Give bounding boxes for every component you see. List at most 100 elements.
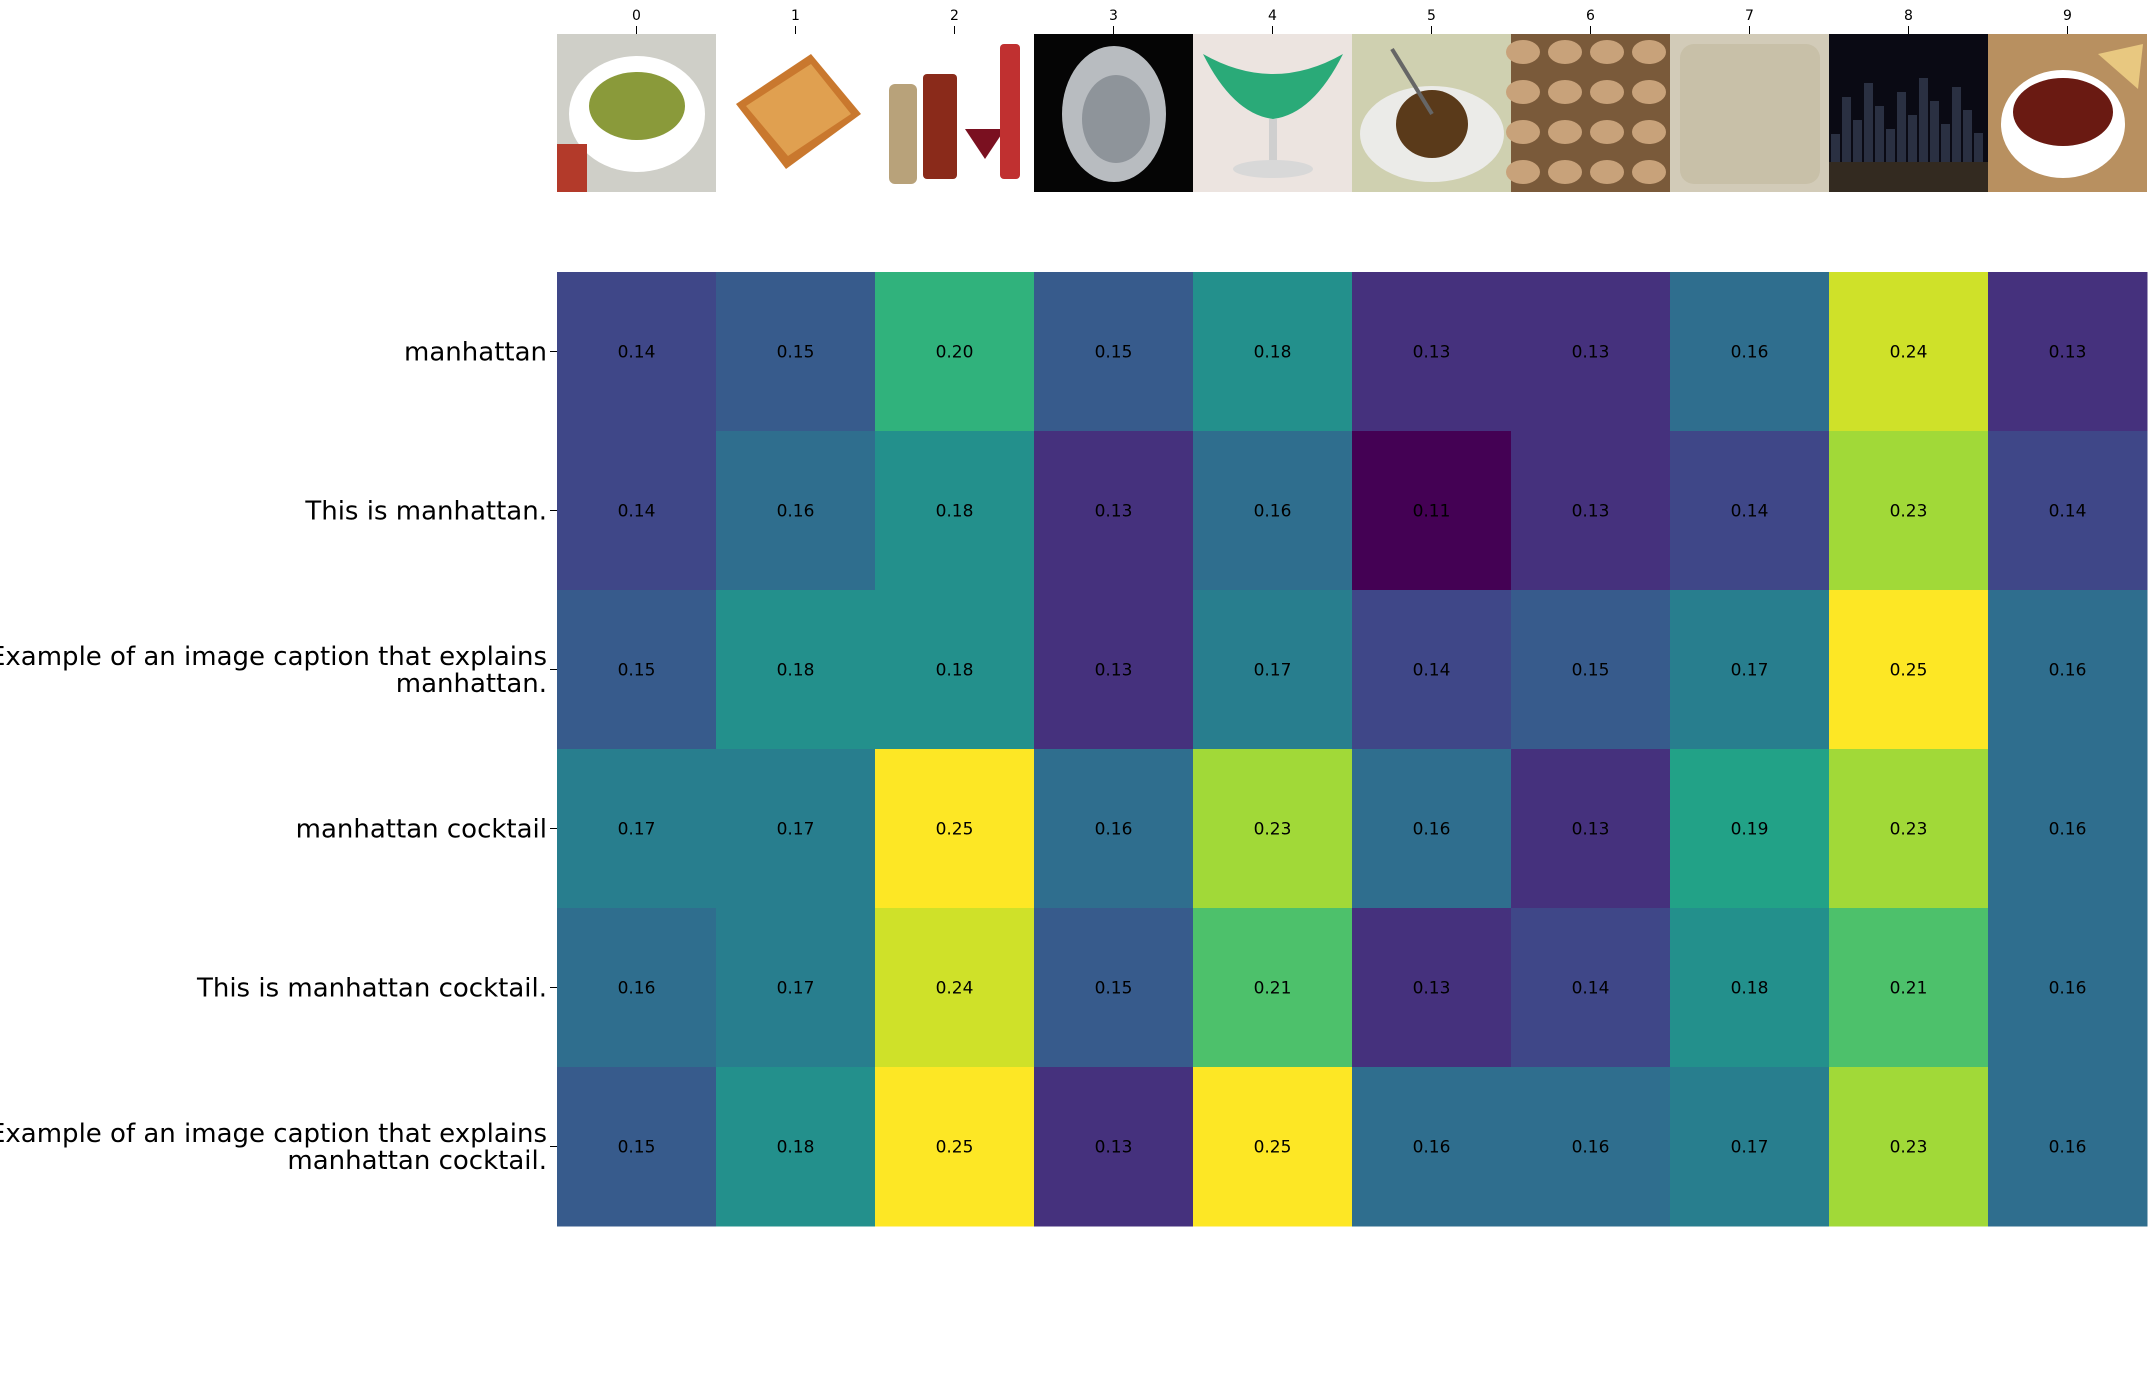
- cell-value-label: 0.17: [1731, 1138, 1769, 1158]
- heatmap-cell: [1511, 908, 1671, 1068]
- column-tick-label: 8: [1904, 8, 1913, 24]
- row-label-line: Example of an image caption that explain…: [0, 642, 547, 672]
- row-label: Example of an image caption that explain…: [0, 1119, 547, 1176]
- row-label-line: This is manhattan cocktail.: [196, 974, 547, 1004]
- porridge-thumbnail: [1670, 34, 1829, 192]
- heatmap-cell: [1670, 431, 1830, 591]
- green-cocktail-thumbnail: [1193, 34, 1352, 192]
- cell-value-label: 0.16: [618, 979, 656, 999]
- heatmap-cell: [557, 749, 717, 909]
- cell-value-label: 0.15: [1095, 343, 1133, 363]
- heatmap-cell: [1670, 1067, 1830, 1227]
- cell-value-label: 0.18: [1254, 343, 1292, 363]
- heatmap-cell: [716, 272, 876, 432]
- cell-value-label: 0.21: [1890, 979, 1928, 999]
- column-tick-label: 1: [791, 8, 800, 24]
- cell-value-label: 0.25: [936, 820, 974, 840]
- heatmap-cell: [1511, 272, 1671, 432]
- cell-value-label: 0.18: [777, 661, 815, 681]
- food-bowl-thumbnail: [557, 34, 716, 192]
- cell-value-label: 0.13: [2049, 343, 2087, 363]
- cell-value-label: 0.15: [1095, 979, 1133, 999]
- cell-value-label: 0.13: [1572, 820, 1610, 840]
- heatmap-cell: [1193, 749, 1353, 909]
- cell-value-label: 0.13: [1095, 661, 1133, 681]
- chili-bowl-thumbnail: [1988, 34, 2147, 192]
- sauce-cup-thumbnail: [1352, 34, 1511, 192]
- column-tick-label: 3: [1109, 8, 1118, 24]
- heatmap-cell: [875, 908, 1035, 1068]
- heatmap-cell: [1988, 590, 2148, 750]
- cell-value-label: 0.14: [1572, 979, 1610, 999]
- cell-value-label: 0.20: [936, 343, 974, 363]
- cell-value-label: 0.17: [1254, 661, 1292, 681]
- cell-value-label: 0.16: [2049, 1138, 2087, 1158]
- heatmap-cell: [1988, 272, 2148, 432]
- cell-value-label: 0.16: [1731, 343, 1769, 363]
- cell-value-label: 0.18: [936, 661, 974, 681]
- cell-value-label: 0.15: [618, 1138, 656, 1158]
- cell-value-label: 0.21: [1254, 979, 1292, 999]
- heatmap-cell: [1193, 908, 1353, 1068]
- heatmap-cell: [1352, 272, 1512, 432]
- cell-value-label: 0.23: [1890, 820, 1928, 840]
- column-tick-label: 9: [2063, 8, 2072, 24]
- cell-value-label: 0.15: [777, 343, 815, 363]
- row-label: Example of an image caption that explain…: [0, 642, 547, 699]
- cell-value-label: 0.16: [2049, 661, 2087, 681]
- heatmap-cell: [557, 272, 717, 432]
- heatmap-cell: [1193, 590, 1353, 750]
- heatmap-cell: [1034, 272, 1194, 432]
- cell-value-label: 0.16: [2049, 820, 2087, 840]
- heatmap-cell: [557, 431, 717, 591]
- heatmap-cell: [1352, 431, 1512, 591]
- heatmap-cell: [557, 908, 717, 1068]
- heatmap-cell: [1193, 431, 1353, 591]
- heatmap-cell: [1829, 908, 1989, 1068]
- heatmap-cell: [1034, 908, 1194, 1068]
- brittle-bar-thumbnail: [716, 34, 875, 192]
- cell-value-label: 0.16: [1095, 820, 1133, 840]
- cell-value-label: 0.17: [1731, 661, 1769, 681]
- cell-value-label: 0.23: [1254, 820, 1292, 840]
- heatmap-cell: [875, 272, 1035, 432]
- heatmap-cell: [1670, 590, 1830, 750]
- row-label-line: manhattan: [404, 338, 547, 368]
- heatmap-cell: [1988, 749, 2148, 909]
- cell-value-label: 0.13: [1413, 343, 1451, 363]
- pistachios-thumbnail: [1506, 34, 1670, 192]
- heatmap-cell: [1034, 590, 1194, 750]
- cell-value-label: 0.11: [1413, 502, 1451, 522]
- heatmap-cell: [1193, 1067, 1353, 1227]
- row-label-line: manhattan cocktail.: [287, 1146, 547, 1176]
- heatmap-cell: [1511, 749, 1671, 909]
- heatmap-cell: [1511, 431, 1671, 591]
- cell-value-label: 0.16: [2049, 979, 2087, 999]
- heatmap-cell: [716, 749, 876, 909]
- cell-value-label: 0.24: [1890, 343, 1928, 363]
- cell-value-label: 0.15: [1572, 661, 1610, 681]
- cell-value-label: 0.13: [1572, 343, 1610, 363]
- column-tick-label: 2: [950, 8, 959, 24]
- heatmap-cell: [1352, 749, 1512, 909]
- heatmap-cell: [1511, 1067, 1671, 1227]
- cell-value-label: 0.18: [777, 1138, 815, 1158]
- cell-value-label: 0.14: [618, 343, 656, 363]
- oval-texture-thumbnail: [1034, 34, 1193, 192]
- cell-value-label: 0.14: [2049, 502, 2087, 522]
- row-label-line: manhattan cocktail: [296, 815, 547, 845]
- heatmap-cell: [1988, 908, 2148, 1068]
- cell-value-label: 0.14: [618, 502, 656, 522]
- heatmap-cell: [1511, 590, 1671, 750]
- column-tick-label: 0: [632, 8, 641, 24]
- column-tick-label: 4: [1268, 8, 1277, 24]
- heatmap-cell: [716, 431, 876, 591]
- heatmap-cell: [716, 908, 876, 1068]
- cell-value-label: 0.19: [1731, 820, 1769, 840]
- row-label-line: Example of an image caption that explain…: [0, 1119, 547, 1149]
- cell-value-label: 0.23: [1890, 1138, 1928, 1158]
- heatmap-cell: [557, 590, 717, 750]
- cell-value-label: 0.16: [1413, 820, 1451, 840]
- city-skyline-thumbnail: [1829, 34, 1988, 192]
